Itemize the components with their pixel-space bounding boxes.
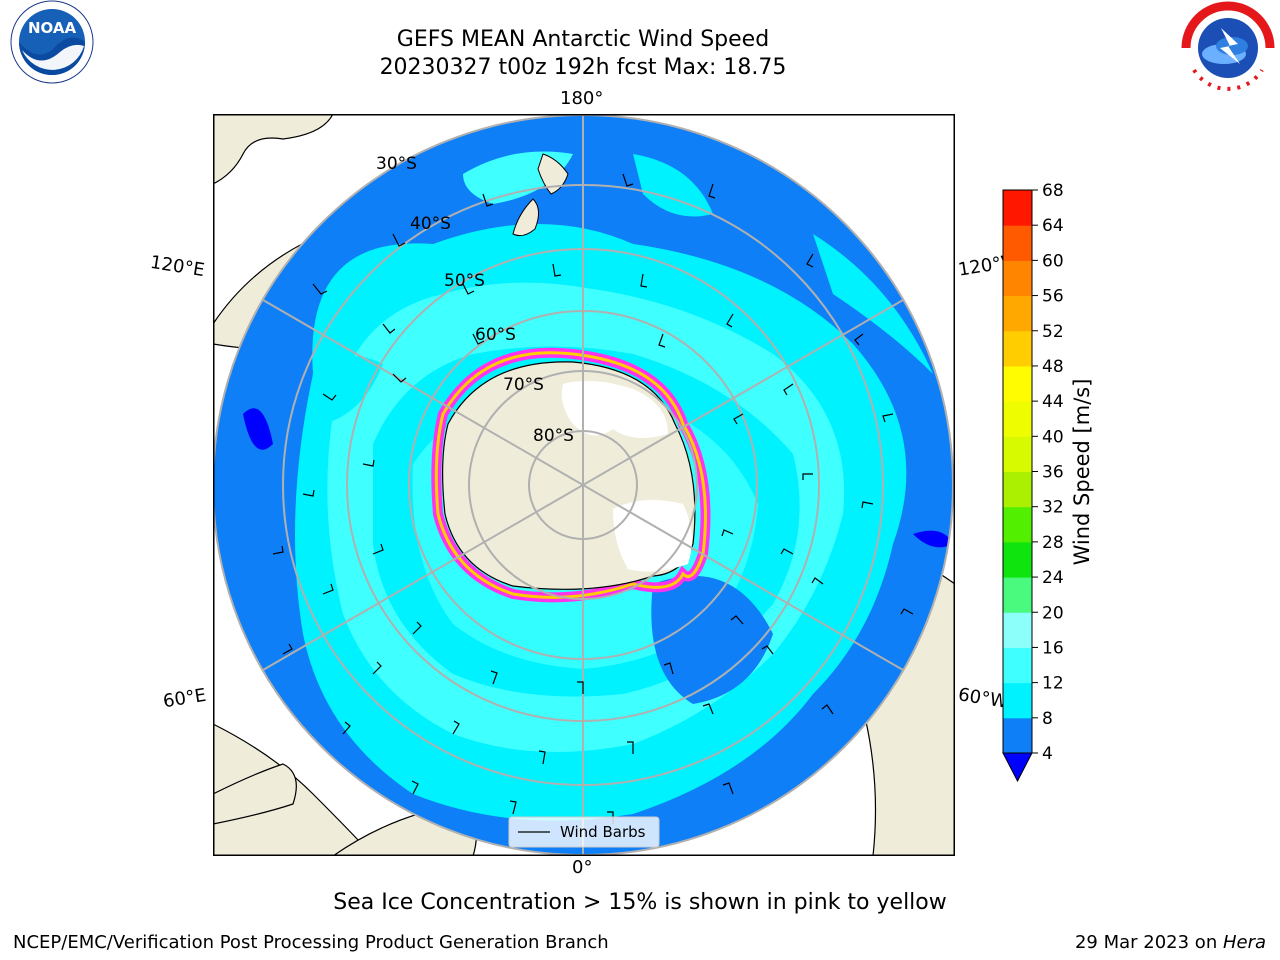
colorbar-segment <box>1003 717 1032 754</box>
sea-ice-caption: Sea Ice Concentration > 15% is shown in … <box>333 890 947 915</box>
polar-map: 30°S 40°S 50°S 60°S 70°S 80°S Wind Barbs <box>213 114 955 856</box>
sea-ice <box>431 347 711 603</box>
colorbar-tick-label: 24 <box>1042 568 1064 588</box>
colorbar-segment <box>1003 612 1032 648</box>
colorbar-tick-label: 40 <box>1042 427 1064 447</box>
lat-label-30s: 30°S <box>376 154 417 174</box>
colorbar-segment <box>1003 330 1032 367</box>
footer-credit: NCEP/EMC/Verification Post Processing Pr… <box>13 932 609 953</box>
map-legend: Wind Barbs <box>508 816 660 848</box>
colorbar-label: Wind Speed [m/s] <box>1070 378 1094 566</box>
lon-label-60e: 60°E <box>161 684 208 713</box>
colorbar-tick-label: 32 <box>1042 498 1064 518</box>
colorbar-segment <box>1003 401 1032 437</box>
colorbar-tick-label: 4 <box>1042 744 1053 764</box>
colorbar-segment <box>1003 577 1032 613</box>
lon-label-0: 0° <box>572 857 593 878</box>
ross-ice-shelf <box>561 380 668 438</box>
footer-date: 29 Mar 2023 on Hera <box>1075 932 1266 953</box>
colorbar-tick-label: 48 <box>1042 357 1064 377</box>
colorbar-tick-label: 20 <box>1042 603 1064 623</box>
colorbar-segment <box>1003 365 1032 402</box>
lat-label-70s: 70°S <box>503 375 544 395</box>
colorbar-tick-label: 28 <box>1042 533 1064 553</box>
colorbar-tick-label: 12 <box>1042 674 1064 694</box>
lat-label-80s: 80°S <box>533 426 574 446</box>
colorbar-tick-label: 64 <box>1042 216 1064 236</box>
colorbar-segment <box>1003 225 1032 261</box>
noaa-logo: NOAA <box>10 0 94 84</box>
footer-date-text: 29 Mar 2023 on <box>1074 932 1223 953</box>
lat-label-50s: 50°S <box>444 271 485 291</box>
colorbar-tick-label: 44 <box>1042 392 1064 412</box>
colorbar-tick-label: 60 <box>1042 251 1064 271</box>
colorbar-segment <box>1003 190 1032 226</box>
new-zealand <box>512 153 569 237</box>
figure-title: GEFS MEAN Antarctic Wind Speed <box>396 27 770 52</box>
legend-wind-barbs-label: Wind Barbs <box>560 823 646 841</box>
footer-host: Hera <box>1222 932 1266 953</box>
lon-label-180: 180° <box>560 88 604 109</box>
colorbar-segment <box>1003 295 1032 332</box>
colorbar-segment <box>1003 260 1032 297</box>
colorbar-segment <box>1003 436 1032 472</box>
weddell-ice-shelf <box>613 500 692 572</box>
nws-logo <box>1181 1 1275 94</box>
colorbar-segment <box>1003 506 1032 543</box>
colorbar-tick-label: 52 <box>1042 322 1064 342</box>
colorbar-tick-label: 36 <box>1042 463 1064 483</box>
colorbar-segment <box>1003 682 1032 719</box>
colorbar-under-arrow <box>1002 752 1033 783</box>
lat-label-60s: 60°S <box>475 325 516 345</box>
noaa-logo-text: NOAA <box>28 19 77 37</box>
colorbar-segment <box>1003 647 1032 684</box>
colorbar-segment <box>1003 541 1032 578</box>
lon-label-120e: 120°E <box>148 251 207 282</box>
colorbar-tick-label: 68 <box>1042 181 1064 201</box>
colorbar-segment <box>1003 471 1032 508</box>
figure-subtitle: 20230327 t00z 192h fcst Max: 18.75 <box>379 55 787 80</box>
wind-barbs <box>272 173 914 824</box>
colorbar-tick-label: 56 <box>1042 287 1064 307</box>
colorbar-tick-label: 8 <box>1042 709 1053 729</box>
colorbar-tick-label: 16 <box>1042 638 1064 658</box>
lat-label-40s: 40°S <box>410 214 451 234</box>
map-frame <box>213 114 955 856</box>
